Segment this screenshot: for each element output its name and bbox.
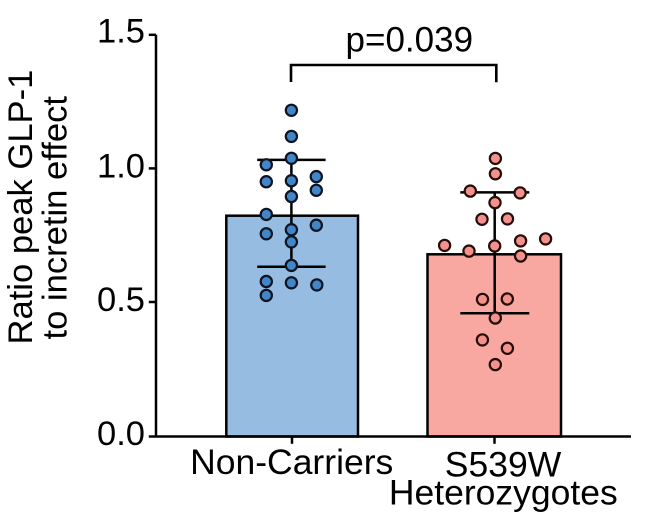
svg-text:1.0: 1.0 bbox=[97, 148, 145, 186]
svg-text:Ratio peak GLP-1: Ratio peak GLP-1 bbox=[2, 70, 40, 345]
svg-text:S539W: S539W bbox=[445, 445, 562, 485]
svg-text:1.5: 1.5 bbox=[97, 13, 145, 51]
svg-text:Non-Carriers: Non-Carriers bbox=[190, 442, 393, 482]
svg-text:to incretin effect: to incretin effect bbox=[36, 96, 74, 340]
svg-text:Heterozygotes: Heterozygotes bbox=[389, 473, 618, 513]
svg-text:0.0: 0.0 bbox=[97, 415, 145, 453]
svg-text:p=0.039: p=0.039 bbox=[346, 20, 474, 59]
svg-text:0.5: 0.5 bbox=[97, 281, 145, 319]
